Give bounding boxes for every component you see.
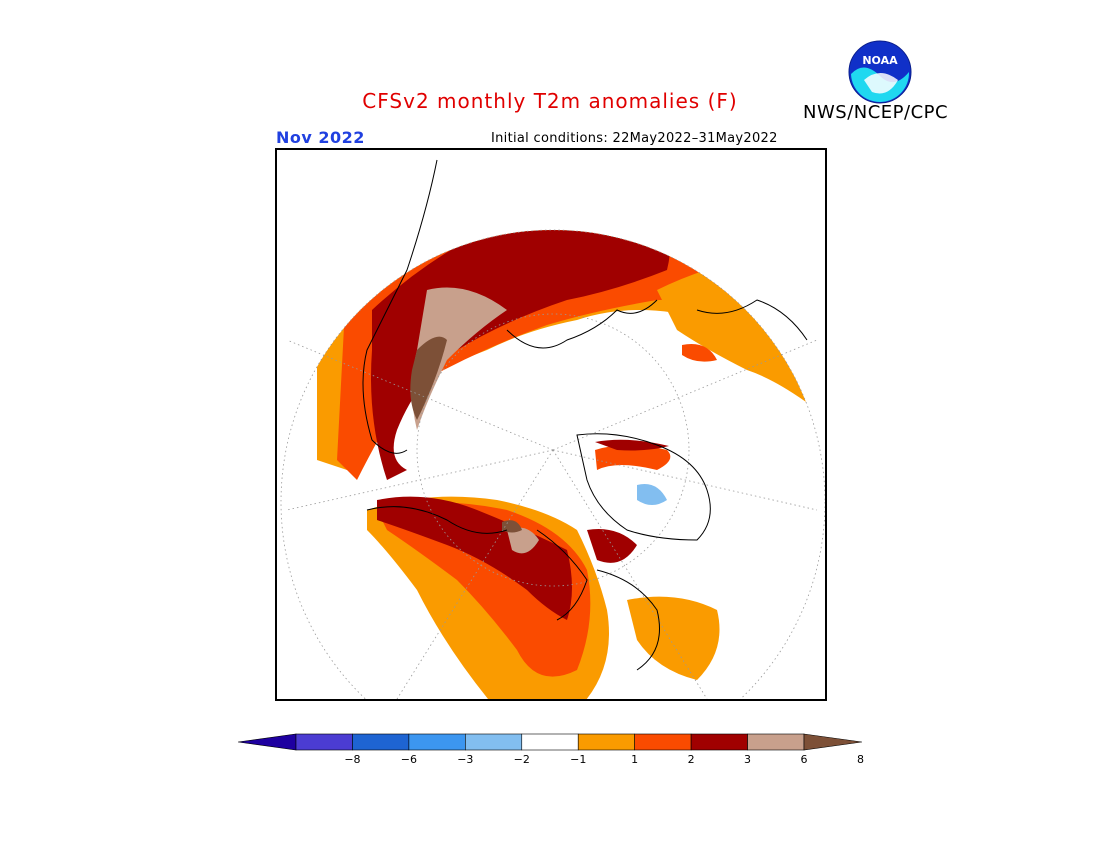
agency-label: NWS/NCEP/CPC — [803, 102, 949, 123]
forecast-month: Nov 2022 — [276, 128, 365, 147]
legend-swatch — [408, 733, 466, 751]
legend-swatch — [465, 733, 523, 751]
svg-text:NOAA: NOAA — [862, 54, 898, 67]
legend-swatch — [634, 733, 692, 751]
legend-tick-label: 2 — [687, 753, 695, 766]
legend-swatch — [690, 733, 748, 751]
legend-tick-label: −1 — [570, 753, 587, 766]
europe-anomaly-2f — [627, 596, 720, 680]
legend-arrow-low — [238, 733, 297, 751]
scattered-anomaly-3f — [682, 344, 717, 362]
graticule-lines — [280, 229, 825, 699]
legend-tick-label: 6 — [800, 753, 808, 766]
greenland-cold-anomaly — [637, 484, 667, 505]
coastlines — [362, 159, 808, 671]
legend-tick-label: −8 — [344, 753, 361, 766]
color-legend-bar — [238, 733, 862, 751]
greenland-anomaly-3f — [595, 445, 671, 470]
eurasia-anomaly-6f — [371, 230, 671, 480]
polar-map — [275, 148, 827, 701]
legend-tick-label: −6 — [400, 753, 417, 766]
north-america-anomaly-6f — [377, 496, 572, 620]
eurasia-anomaly-above-8f — [410, 336, 447, 420]
legend-swatch — [577, 733, 635, 751]
legend-arrow-high — [803, 733, 862, 751]
polar-map-canvas — [280, 159, 825, 699]
legend-swatch — [295, 733, 353, 751]
legend-tick-label: −3 — [457, 753, 474, 766]
noaa-logo-icon: NOAA — [848, 40, 912, 104]
legend-tick-label: 8 — [856, 753, 864, 766]
legend-swatch — [747, 733, 805, 751]
legend-tick-label: 3 — [744, 753, 752, 766]
legend-tick-label: −2 — [513, 753, 530, 766]
initial-conditions: Initial conditions: 22May2022–31May2022 — [491, 131, 778, 146]
legend-swatch — [521, 733, 579, 751]
arctic-islands-anomaly-8f — [507, 527, 539, 554]
chart-title: CFSv2 monthly T2m anomalies (F) — [362, 89, 738, 113]
eurasia-anomaly-8f — [412, 287, 507, 430]
legend-tick-label: 1 — [631, 753, 639, 766]
legend-swatch — [352, 733, 410, 751]
